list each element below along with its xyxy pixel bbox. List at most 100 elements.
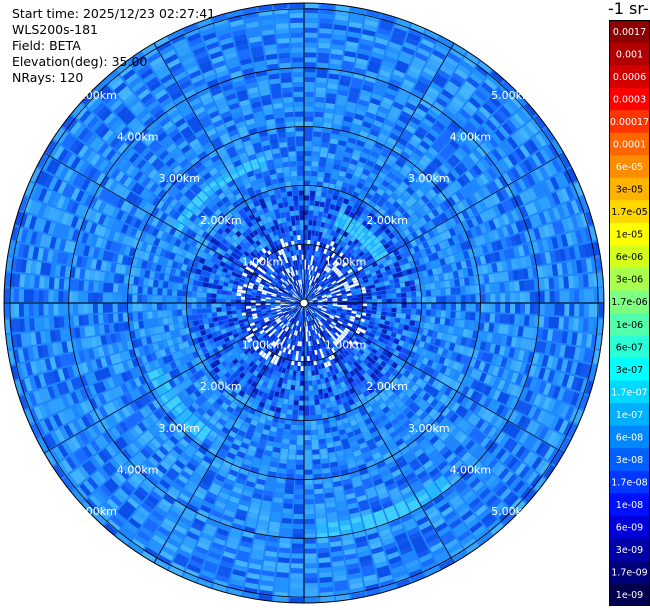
- range-gate: [511, 150, 522, 164]
- range-gate: [362, 241, 370, 248]
- range-gate: [327, 188, 334, 195]
- range-gate: [308, 380, 313, 386]
- range-gate: [332, 304, 338, 307]
- range-gate: [314, 291, 320, 295]
- range-gate: [443, 239, 451, 249]
- range-gate: [368, 188, 376, 196]
- range-gate: [362, 147, 372, 155]
- range-gate: [398, 276, 405, 283]
- range-gate: [492, 217, 501, 229]
- range-gate: [283, 428, 291, 435]
- range-gate: [559, 248, 567, 262]
- range-gate: [574, 362, 583, 376]
- range-gate: [542, 163, 554, 178]
- range-gate: [551, 330, 559, 343]
- range-gate: [445, 288, 451, 296]
- range-gate: [284, 493, 294, 500]
- range-gate: [319, 448, 328, 455]
- range-gate: [411, 231, 419, 239]
- range-gate: [361, 220, 369, 227]
- range-gate: [404, 281, 411, 287]
- range-gate: [393, 278, 400, 284]
- range-gate: [319, 290, 325, 294]
- range-gate: [583, 348, 591, 363]
- range-gate: [304, 141, 312, 147]
- range-gate: [380, 64, 393, 74]
- range-gate: [371, 251, 378, 258]
- range-gate: [479, 223, 488, 234]
- range-gate: [510, 133, 523, 147]
- range-gate: [313, 478, 323, 485]
- range-gate: [433, 274, 440, 282]
- range-gate: [362, 227, 370, 234]
- range-gate: [314, 205, 319, 212]
- range-gate: [491, 262, 498, 273]
- range-gate: [426, 296, 432, 303]
- range-gate: [353, 149, 362, 157]
- range-gate: [515, 257, 523, 269]
- range-gate: [474, 214, 484, 225]
- range-gate: [584, 364, 593, 379]
- range-gate: [306, 244, 310, 250]
- range-gate: [304, 52, 317, 58]
- range-gate: [444, 256, 451, 265]
- range-gate: [288, 454, 296, 460]
- range-gate: [457, 212, 466, 223]
- range-gate: [507, 270, 514, 281]
- range-gate: [376, 32, 390, 41]
- range-gate: [507, 325, 514, 336]
- range-gate: [299, 385, 304, 391]
- range-gate: [408, 195, 417, 205]
- range-gate: [390, 105, 402, 115]
- range-gate: [456, 112, 468, 124]
- range-gate: [412, 111, 424, 122]
- range-gate: [436, 332, 443, 340]
- range-gate: [331, 236, 337, 243]
- range-gate: [396, 172, 406, 181]
- range-gate: [374, 318, 381, 323]
- range-gate: [304, 479, 313, 485]
- range-gate: [343, 115, 353, 123]
- range-gate: [528, 279, 535, 291]
- range-gate: [331, 168, 340, 176]
- range-gate: [285, 483, 294, 490]
- range-gate: [457, 88, 471, 100]
- range-gate: [337, 211, 344, 219]
- range-gate: [364, 251, 371, 257]
- range-gate: [524, 303, 530, 315]
- range-gate: [321, 191, 327, 198]
- range-gate: [328, 148, 337, 155]
- range-gate: [304, 444, 312, 451]
- range-gate: [350, 315, 356, 320]
- range-gate: [434, 44, 449, 56]
- range-gate: [304, 225, 308, 231]
- range-gate: [454, 165, 464, 176]
- range-gate: [489, 343, 496, 354]
- range-gate: [379, 215, 387, 224]
- range-gate: [333, 189, 340, 196]
- range-gate: [299, 400, 304, 406]
- range-gate: [445, 310, 451, 318]
- range-gate: [317, 547, 330, 554]
- range-gate: [329, 138, 339, 145]
- range-gate: [331, 280, 337, 285]
- range-gate: [388, 321, 395, 327]
- range-gate: [404, 319, 411, 325]
- range-gate: [574, 303, 580, 317]
- range-gate: [366, 292, 372, 297]
- range-gate: [426, 238, 434, 247]
- range-gate: [467, 267, 474, 277]
- range-gate: [385, 87, 398, 97]
- range-gate: [342, 305, 348, 308]
- range-gate: [422, 270, 429, 278]
- range-gate: [378, 132, 389, 141]
- range-gate: [429, 282, 436, 290]
- range-gate: [307, 274, 310, 280]
- range-gate: [297, 425, 304, 431]
- range-gate: [279, 458, 288, 464]
- range-gate: [334, 109, 345, 116]
- range-gate: [315, 196, 321, 202]
- range-gate: [384, 254, 391, 261]
- range-gate: [427, 220, 436, 230]
- range-gate: [520, 338, 528, 350]
